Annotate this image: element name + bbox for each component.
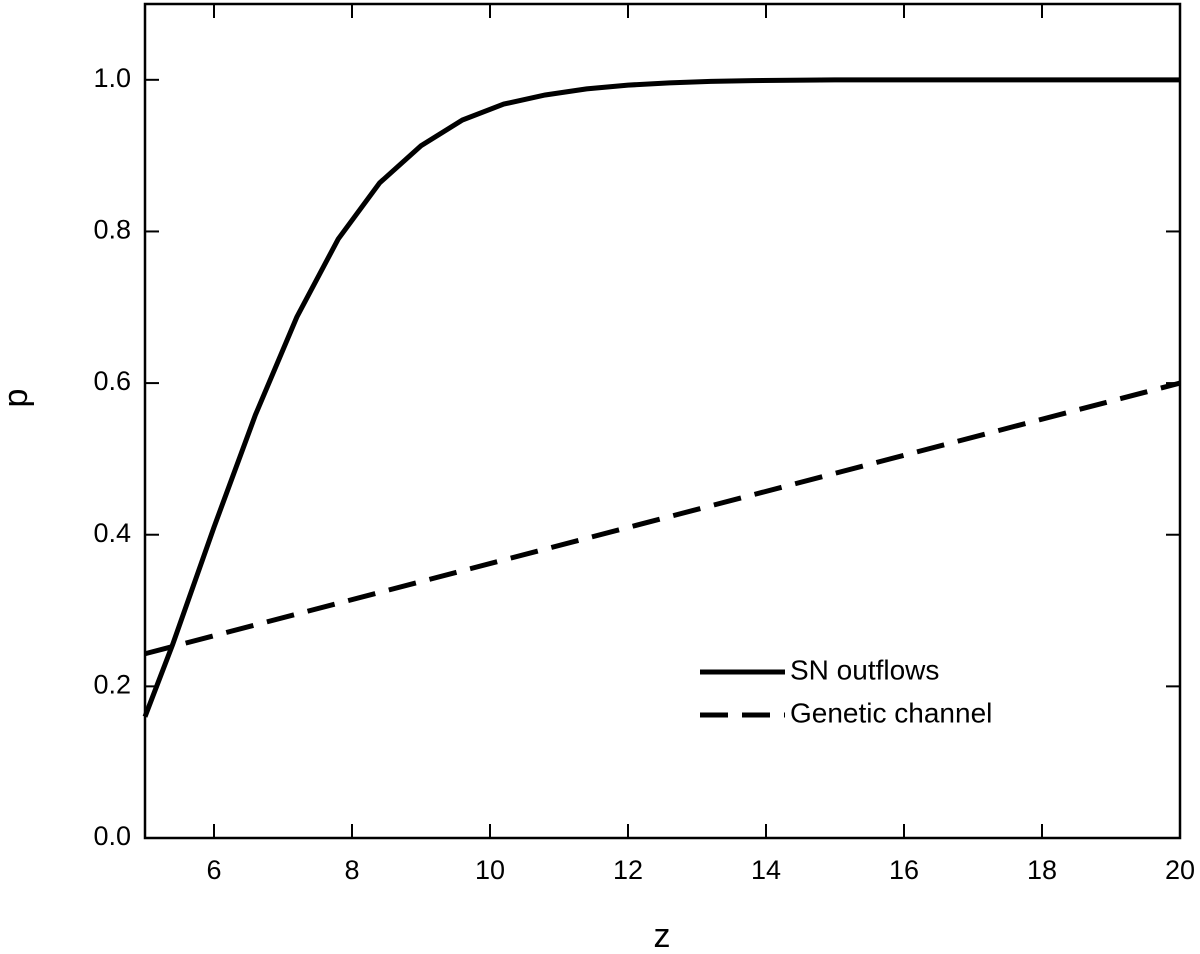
x-tick-label: 16 xyxy=(889,855,919,885)
series-line xyxy=(144,380,1181,657)
y-tick-label: 0.2 xyxy=(93,669,131,699)
x-tick-label: 12 xyxy=(613,855,643,885)
legend-label: SN outflows xyxy=(790,654,939,685)
x-tick-label: 6 xyxy=(206,855,221,885)
x-tick-label: 14 xyxy=(751,855,781,885)
x-tick-label: 18 xyxy=(1027,855,1057,885)
y-tick-label: 0.0 xyxy=(93,821,131,851)
x-tick-label: 20 xyxy=(1165,855,1195,885)
y-tick-label: 1.0 xyxy=(93,63,131,93)
x-tick-label: 10 xyxy=(475,855,505,885)
legend-label: Genetic channel xyxy=(790,697,992,728)
plot-frame xyxy=(143,2,1182,840)
y-tick-label: 0.4 xyxy=(93,518,131,548)
series-line xyxy=(142,77,1180,718)
y-axis-label: p xyxy=(0,389,35,408)
x-axis-label: z xyxy=(654,917,671,954)
y-tick-label: 0.6 xyxy=(93,366,131,396)
x-tick-label: 8 xyxy=(344,855,359,885)
y-tick-label: 0.8 xyxy=(93,215,131,245)
